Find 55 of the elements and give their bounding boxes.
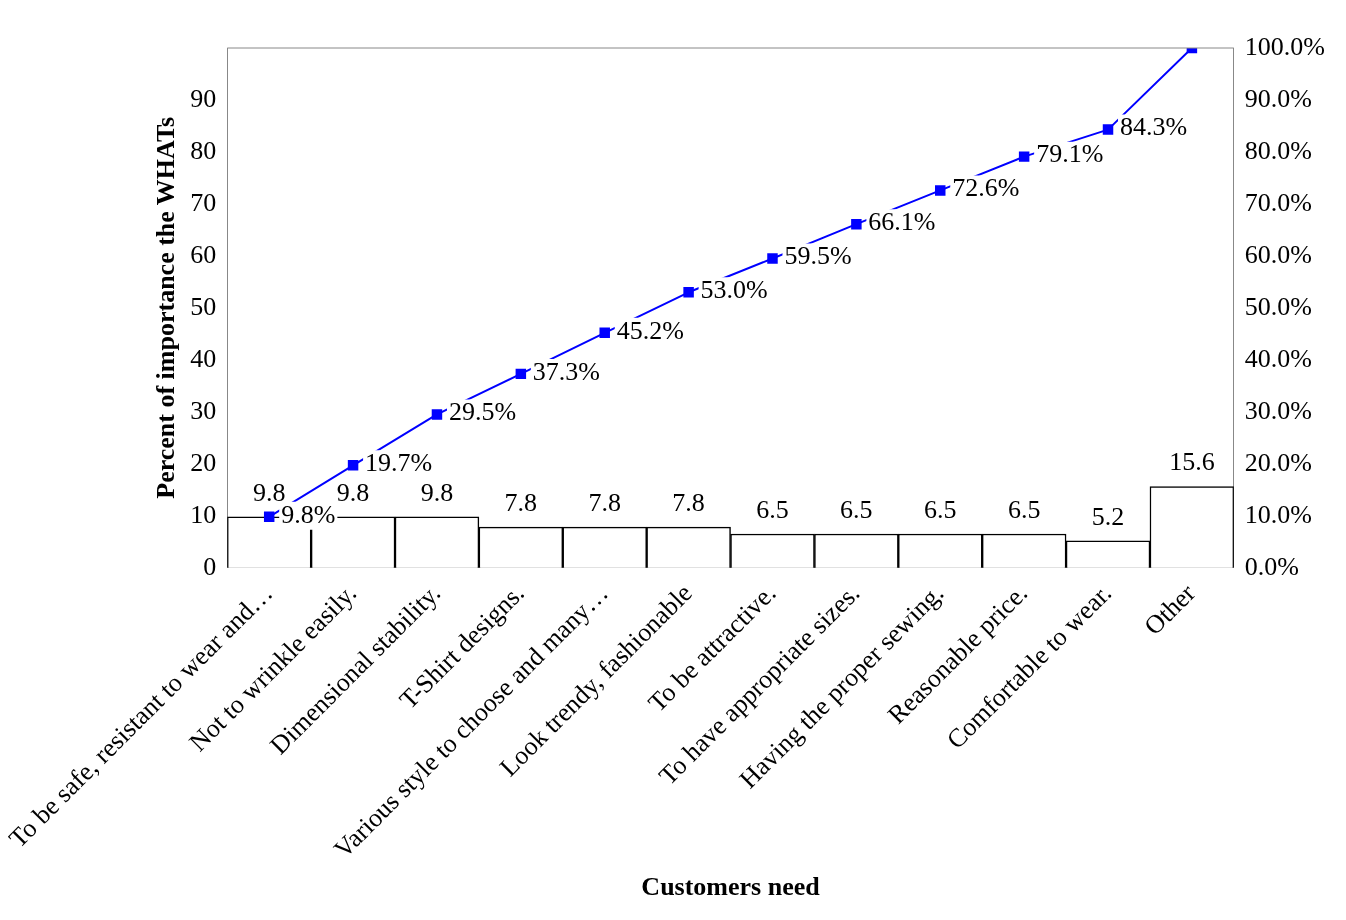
point	[683, 287, 694, 298]
y-tick-label: 70	[190, 187, 217, 217]
y2-tick-label: 40.0%	[1244, 343, 1313, 373]
y-tick-label: 50	[190, 291, 217, 321]
data-label: 45.2%	[616, 315, 684, 345]
y2-tick-label: 20.0%	[1244, 447, 1313, 477]
data-label: 29.5%	[448, 397, 517, 427]
point	[1102, 124, 1114, 135]
point	[851, 218, 862, 230]
data-label: 59.5%	[784, 241, 852, 271]
data-label: 5.2	[1091, 501, 1125, 531]
y2-tick-label: 70.0%	[1244, 187, 1313, 217]
data-label: 79.1%	[1036, 139, 1104, 169]
data-label: 6.5	[924, 494, 957, 524]
data-label: 6.5	[840, 494, 873, 524]
y2-tick-label: 0.0%	[1244, 551, 1300, 581]
data-label: 15.6	[1169, 447, 1215, 477]
data-label: 6.5	[756, 494, 789, 524]
point	[347, 460, 359, 471]
y2-tick-label: 50.0%	[1244, 291, 1313, 321]
y2-tick-label: 30.0%	[1244, 395, 1313, 425]
data-label: 66.1%	[868, 207, 936, 237]
data-label: 9.8	[420, 477, 454, 507]
y-tick-label: 0	[203, 551, 217, 581]
point	[431, 409, 443, 420]
y2-tick-label: 80.0%	[1244, 135, 1313, 165]
point	[767, 253, 778, 264]
x-axis-title: Customers need	[641, 872, 821, 902]
y-tick-label: 20	[190, 447, 217, 477]
point	[599, 327, 610, 339]
data-label: 7.8	[588, 488, 621, 518]
y2-tick-label: 100.0%	[1244, 31, 1326, 61]
y2-tick-label: 10.0%	[1244, 499, 1313, 529]
point	[263, 511, 275, 523]
data-label: 6.5	[1007, 494, 1041, 524]
point	[1018, 151, 1030, 162]
y-tick-label: 30	[190, 395, 217, 425]
y-tick-label: 90	[190, 83, 217, 113]
data-label: 37.3%	[532, 356, 601, 386]
y-axis-title: Percent of importance the WHATs	[151, 116, 181, 499]
data-label: 7.8	[672, 488, 705, 518]
data-label: 84.3%	[1120, 112, 1188, 142]
data-label: 72.6%	[952, 173, 1020, 203]
point	[935, 185, 946, 196]
y2-tick-label: 60.0%	[1244, 239, 1313, 269]
data-label: 7.8	[504, 488, 538, 518]
y-tick-label: 60	[190, 239, 217, 269]
point	[515, 368, 527, 380]
y-tick-label: 80	[190, 135, 217, 165]
data-label: 53.0%	[700, 275, 768, 305]
y-tick-label: 40	[190, 343, 217, 373]
y-tick-label: 10	[190, 499, 217, 529]
data-label: 19.7%	[365, 448, 433, 478]
y2-tick-label: 90.0%	[1244, 83, 1313, 113]
data-label: 9.8	[336, 477, 370, 507]
